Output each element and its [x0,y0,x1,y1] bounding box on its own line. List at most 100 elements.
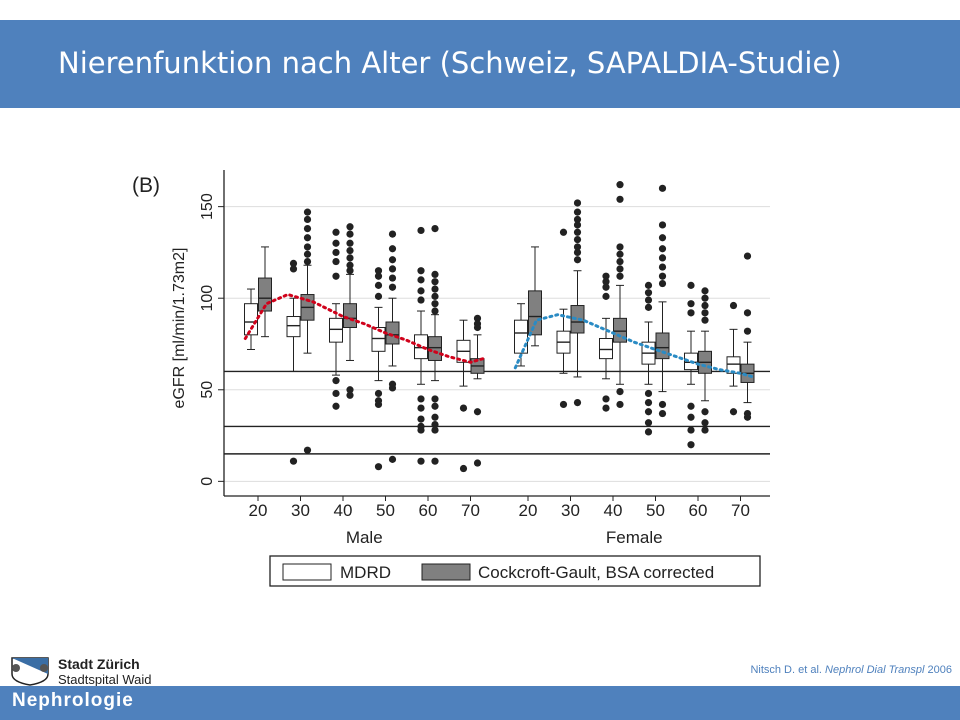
outlier-point [602,395,610,403]
outlier-point [616,272,624,280]
outlier-point [417,415,425,423]
outlier-point [658,254,667,262]
chart: (B) eGFR [ml/min/1.73m2] 0 50 100 150 20 30 40… [132,170,770,587]
outlier-point [459,404,468,412]
outlier-point [332,389,340,398]
citation-authors: Nitsch D. et al. [750,664,826,676]
box [244,303,258,336]
outlier-point [701,294,709,302]
outlier-point [374,463,383,471]
outlier-point [346,391,354,399]
citation-year: 2006 [924,664,952,676]
outlier-point [658,245,667,253]
outlier-point [687,426,695,434]
legend: MDRD Cockcroft-Gault, BSA corrected [269,555,761,587]
outlier-point [644,428,653,436]
x-tick-label: 60 [419,501,438,520]
female-trend-line [513,313,755,379]
outlier-point [616,388,624,396]
outlier-point [417,457,425,465]
box [385,321,400,345]
plot-area: 0 50 100 150 20 30 40 50 60 70 Male 20 30 40 50 60 70 Fem… [199,170,770,547]
outlier-point [473,459,482,467]
x-tick-label: 40 [334,501,353,520]
outlier-point [431,278,439,286]
outlier-point [346,254,354,262]
outlier-point [388,283,397,291]
outlier-point [658,234,667,242]
panel-label: (B) [132,174,160,197]
outlier-point [417,267,425,275]
box [570,305,585,334]
outlier-point [346,223,354,231]
x-tick-label: 60 [689,501,708,520]
group-label: Female [606,528,663,547]
outlier-point [346,261,354,269]
outlier-point [658,279,667,288]
outlier-point [729,301,738,310]
outlier-point [573,228,582,236]
outlier-point [289,259,298,268]
outlier-point [417,296,425,304]
outlier-point [573,235,582,244]
outlier-point [388,384,397,392]
outlier-point [701,316,709,324]
outlier-point [431,225,439,233]
outlier-point [658,221,667,229]
outlier-point [644,408,653,416]
outlier-point [332,228,340,236]
outlier-point [289,265,298,273]
box [599,337,613,360]
outlier-point [602,292,610,300]
outlier-point [346,267,354,275]
outlier-point [573,248,582,257]
citation: Nitsch D. et al. Nephrol Dial Transpl 20… [750,664,952,676]
outlier-point [644,419,653,427]
box [286,316,301,338]
box [329,317,343,343]
outlier-point [743,252,752,260]
outlier-point [431,285,439,293]
outlier-point [431,420,439,429]
outlier-point [658,184,667,192]
outlier-point [701,309,709,317]
outlier-point [687,281,695,289]
outlier-point [644,281,653,289]
legend-label-mdrd: MDRD [340,563,391,582]
outlier-point [701,426,709,434]
y-tick-label: 0 [199,477,216,486]
box [371,327,386,352]
outlier-point [374,400,383,409]
outlier-point [374,389,383,398]
outlier-point [658,272,667,280]
outlier-point [431,395,439,403]
outlier-point [602,278,610,286]
outlier-point [644,389,653,398]
outlier-point [616,250,624,258]
legend-label-cg: Cockcroft-Gault, BSA corrected [478,563,714,582]
outlier-point [303,208,312,216]
outlier-point [388,230,397,238]
outlier-point [559,400,568,409]
outlier-point [644,296,653,304]
outlier-point [644,289,653,297]
outlier-point [417,287,425,295]
outlier-point [431,270,439,278]
outlier-point [388,256,397,264]
outlier-point [573,243,582,251]
box [428,336,442,361]
outlier-point [701,301,709,310]
zurich-crest-icon [11,657,49,686]
outlier-point [687,402,695,410]
box [655,332,670,360]
outlier-point [687,413,695,421]
outlier-point [573,199,582,207]
y-tick-label: 50 [199,381,216,399]
outlier-point [687,309,695,317]
outlier-point [332,402,340,410]
outlier-point [616,181,624,189]
outlier-point [289,457,298,465]
outlier-point [431,457,439,465]
legend-swatch-mdrd [282,563,332,581]
title-bar [0,20,960,108]
